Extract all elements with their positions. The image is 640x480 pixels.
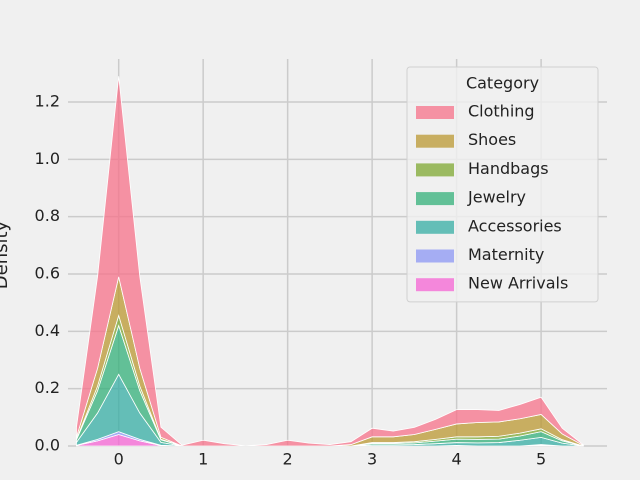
x-tick-label: 4 [452,450,462,469]
area [76,76,584,447]
legend-swatch [416,249,454,263]
y-tick-label: 0.6 [35,264,60,283]
y-tick-label: 1.0 [35,149,60,168]
x-tick-label: 5 [536,450,546,469]
y-tick-label: 0.0 [35,436,60,455]
legend-label: New Arrivals [468,274,568,293]
y-tick-label: 0.4 [35,321,60,340]
areas [76,76,584,447]
legend-swatch [416,278,454,292]
y-tick-label: 0.2 [35,378,60,397]
legend-label: Shoes [468,130,516,149]
legend-label: Accessories [468,216,562,235]
x-tick-label: 2 [283,450,293,469]
y-tick-label: 1.2 [35,92,60,111]
y-tick-label: 0.8 [35,206,60,225]
legend-box [406,66,599,303]
x-tick-label: 1 [198,450,208,469]
legend-label: Clothing [468,102,535,121]
legend-label: Jewelry [467,188,526,207]
legend-title: Category [466,74,539,93]
legend-swatch [416,192,454,206]
legend-swatch [416,106,454,119]
legend-label: Maternity [468,245,544,264]
x-tick-label: 3 [367,450,377,469]
legend-swatch [416,163,454,177]
legend-label: Handbags [468,159,549,178]
legend-swatch [416,134,454,148]
legend-swatch [416,220,454,234]
ticks: 0 1 2 3 4 5 0.0 0.2 0.4 0.6 0.8 1.0 1.2 [35,92,547,469]
y-axis-label: Density [0,220,12,289]
x-tick-label: 0 [114,450,124,469]
legend: Category Clothing Shoes Handbags Jewelry Acce… [406,66,599,303]
